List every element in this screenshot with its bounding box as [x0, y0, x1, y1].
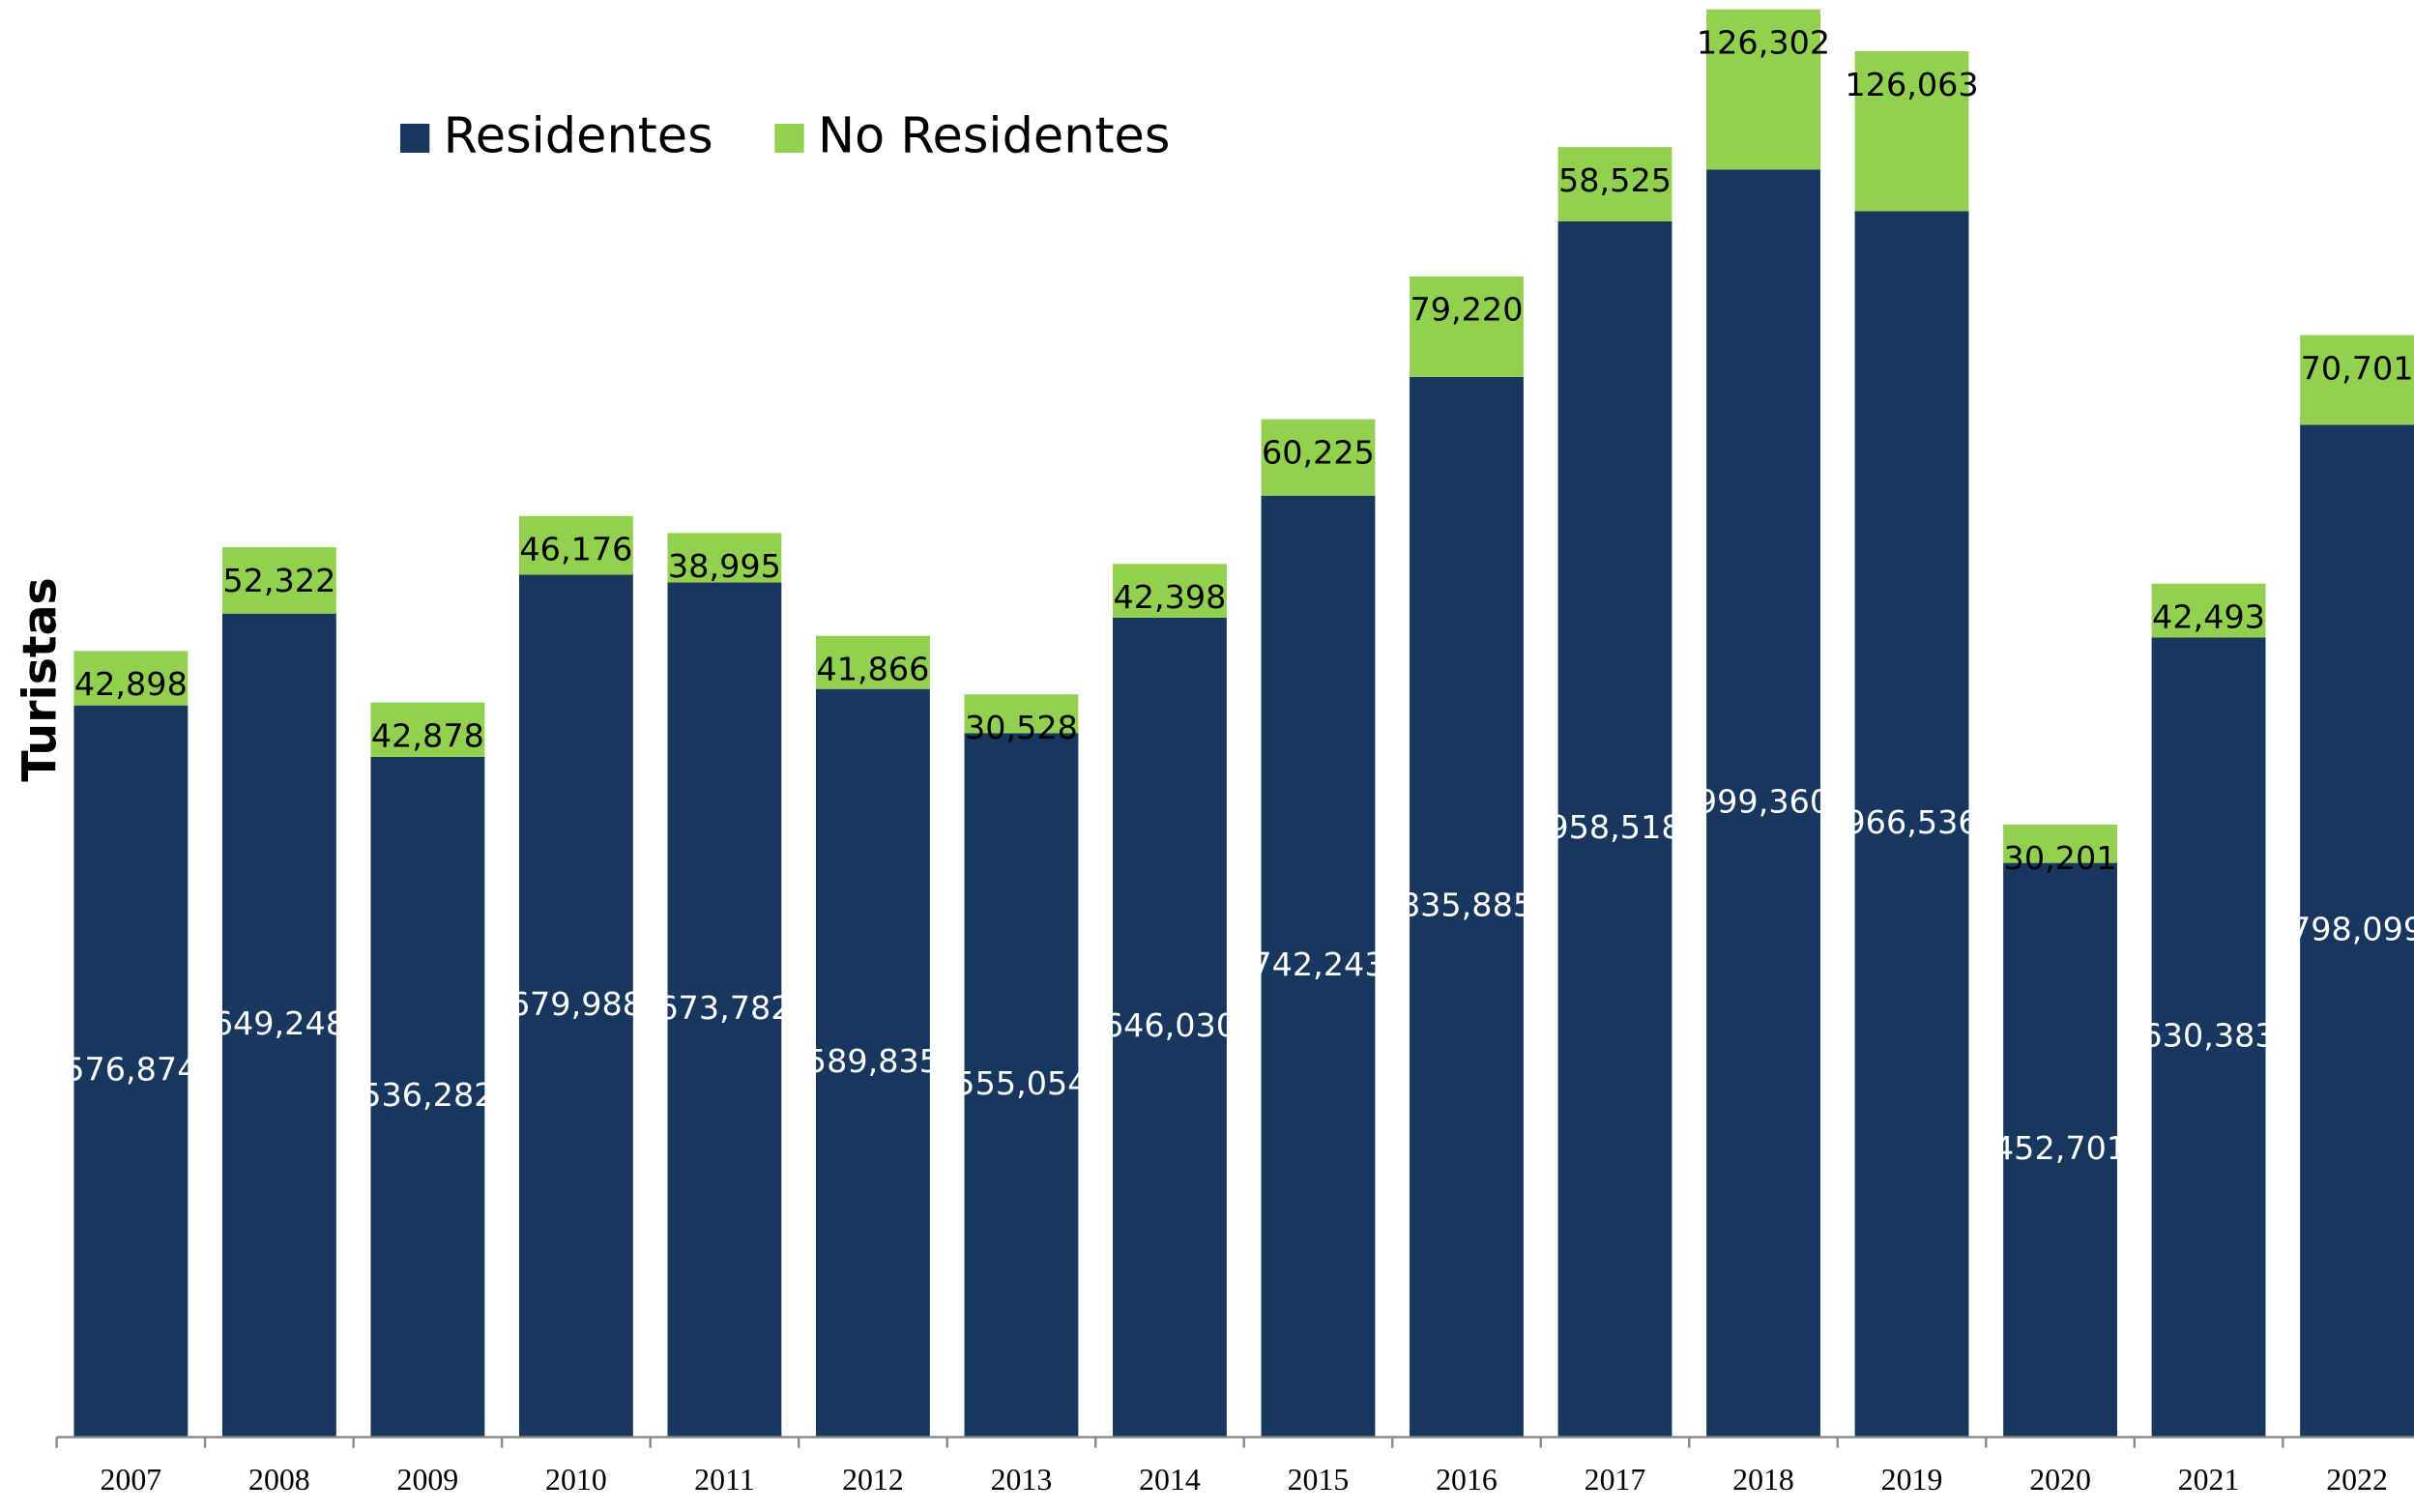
data-label: 42,493 [2152, 598, 2265, 636]
bar-segment [2300, 424, 2414, 1438]
bar-segment [2151, 583, 2266, 638]
data-label: 42,398 [1113, 578, 1226, 616]
bar-segment [370, 756, 485, 1438]
data-label: 536,282 [361, 1076, 494, 1114]
legend-swatch [774, 123, 804, 153]
data-label: 58,525 [1558, 161, 1672, 199]
bar-segment [2003, 824, 2117, 863]
data-label: 646,030 [1103, 1006, 1236, 1044]
bar-segment [1410, 376, 1524, 1438]
data-label: 38,995 [668, 547, 781, 585]
data-label: 42,898 [74, 665, 188, 703]
data-label: 555,054 [954, 1064, 1088, 1102]
data-label: 70,701 [2301, 350, 2414, 388]
bar-segment [518, 515, 633, 575]
bar-segment [1706, 9, 1820, 170]
bar-segment [73, 705, 189, 1438]
x-tick-label: 2011 [694, 1463, 755, 1497]
x-tick-label: 2017 [1585, 1463, 1646, 1497]
x-tick-label: 2014 [1139, 1463, 1201, 1497]
bar-segment [964, 733, 1079, 1438]
bar-segment [667, 533, 782, 583]
legend-label: No Residentes [818, 107, 1171, 164]
legend-label: Residentes [444, 107, 713, 164]
data-label: 679,988 [509, 985, 643, 1023]
data-label: 649,248 [213, 1004, 346, 1042]
data-label: 958,518 [1548, 808, 1681, 846]
bar-segment [2300, 334, 2414, 425]
data-label: 126,063 [1845, 66, 1978, 103]
data-label: 42,878 [371, 717, 484, 755]
x-tick-label: 2015 [1288, 1463, 1350, 1497]
data-label: 835,885 [1400, 887, 1533, 924]
x-tick-label: 2020 [2029, 1463, 2091, 1497]
bar-segment [221, 613, 336, 1438]
bar-segment [1261, 495, 1376, 1438]
bar-segment [1410, 276, 1524, 377]
bar-segment [221, 547, 336, 614]
data-label: 576,874 [64, 1051, 197, 1089]
x-tick-label: 2012 [842, 1463, 904, 1497]
data-label: 798,099 [2290, 911, 2414, 948]
bar-segment [518, 574, 633, 1438]
data-label: 999,360 [1697, 783, 1830, 821]
bar-segment [1113, 617, 1227, 1438]
x-tick-label: 2010 [545, 1463, 607, 1497]
data-label: 589,835 [806, 1042, 940, 1080]
bar-segment [73, 651, 189, 706]
data-label: 742,243 [1251, 945, 1384, 983]
bar-segment [1557, 220, 1672, 1438]
data-label: 79,220 [1411, 291, 1524, 329]
bar-segment [667, 582, 782, 1438]
data-label: 126,302 [1697, 24, 1830, 62]
bar-segment [370, 702, 485, 757]
data-label: 52,322 [222, 562, 335, 599]
bar-segment [1854, 51, 1969, 212]
x-tick-label: 2021 [2178, 1463, 2240, 1497]
data-label: 673,782 [657, 989, 791, 1027]
data-label: 30,201 [2004, 839, 2117, 877]
x-tick-label: 2016 [1436, 1463, 1498, 1497]
x-tick-label: 2009 [397, 1463, 459, 1497]
data-label: 46,176 [519, 531, 632, 568]
x-tick-label: 2007 [101, 1463, 162, 1497]
bar-segment [1854, 211, 1969, 1438]
data-label: 30,528 [965, 709, 1078, 746]
x-tick-label: 2019 [1881, 1463, 1943, 1497]
bar-segment [1706, 169, 1820, 1438]
x-tick-label: 2013 [991, 1463, 1053, 1497]
data-label: 452,701 [1993, 1129, 2127, 1167]
bar-segment [1261, 419, 1376, 496]
bar-segment [1557, 147, 1672, 221]
bar-segment [964, 694, 1079, 734]
x-tick-label: 2018 [1732, 1463, 1794, 1497]
data-label: 966,536 [1845, 803, 1978, 841]
x-tick-label: 2008 [248, 1463, 310, 1497]
bar-segment [1113, 564, 1227, 618]
y-axis-label: Turistas [14, 577, 67, 782]
data-label: 60,225 [1262, 434, 1375, 472]
bar-segment [2151, 637, 2266, 1438]
data-label: 630,383 [2141, 1017, 2275, 1055]
legend-swatch [400, 123, 430, 153]
x-tick-label: 2022 [2326, 1463, 2388, 1497]
bar-segment [816, 635, 930, 689]
bar-segment [2003, 862, 2117, 1438]
bar-segment [816, 688, 930, 1438]
data-label: 41,866 [816, 651, 929, 688]
